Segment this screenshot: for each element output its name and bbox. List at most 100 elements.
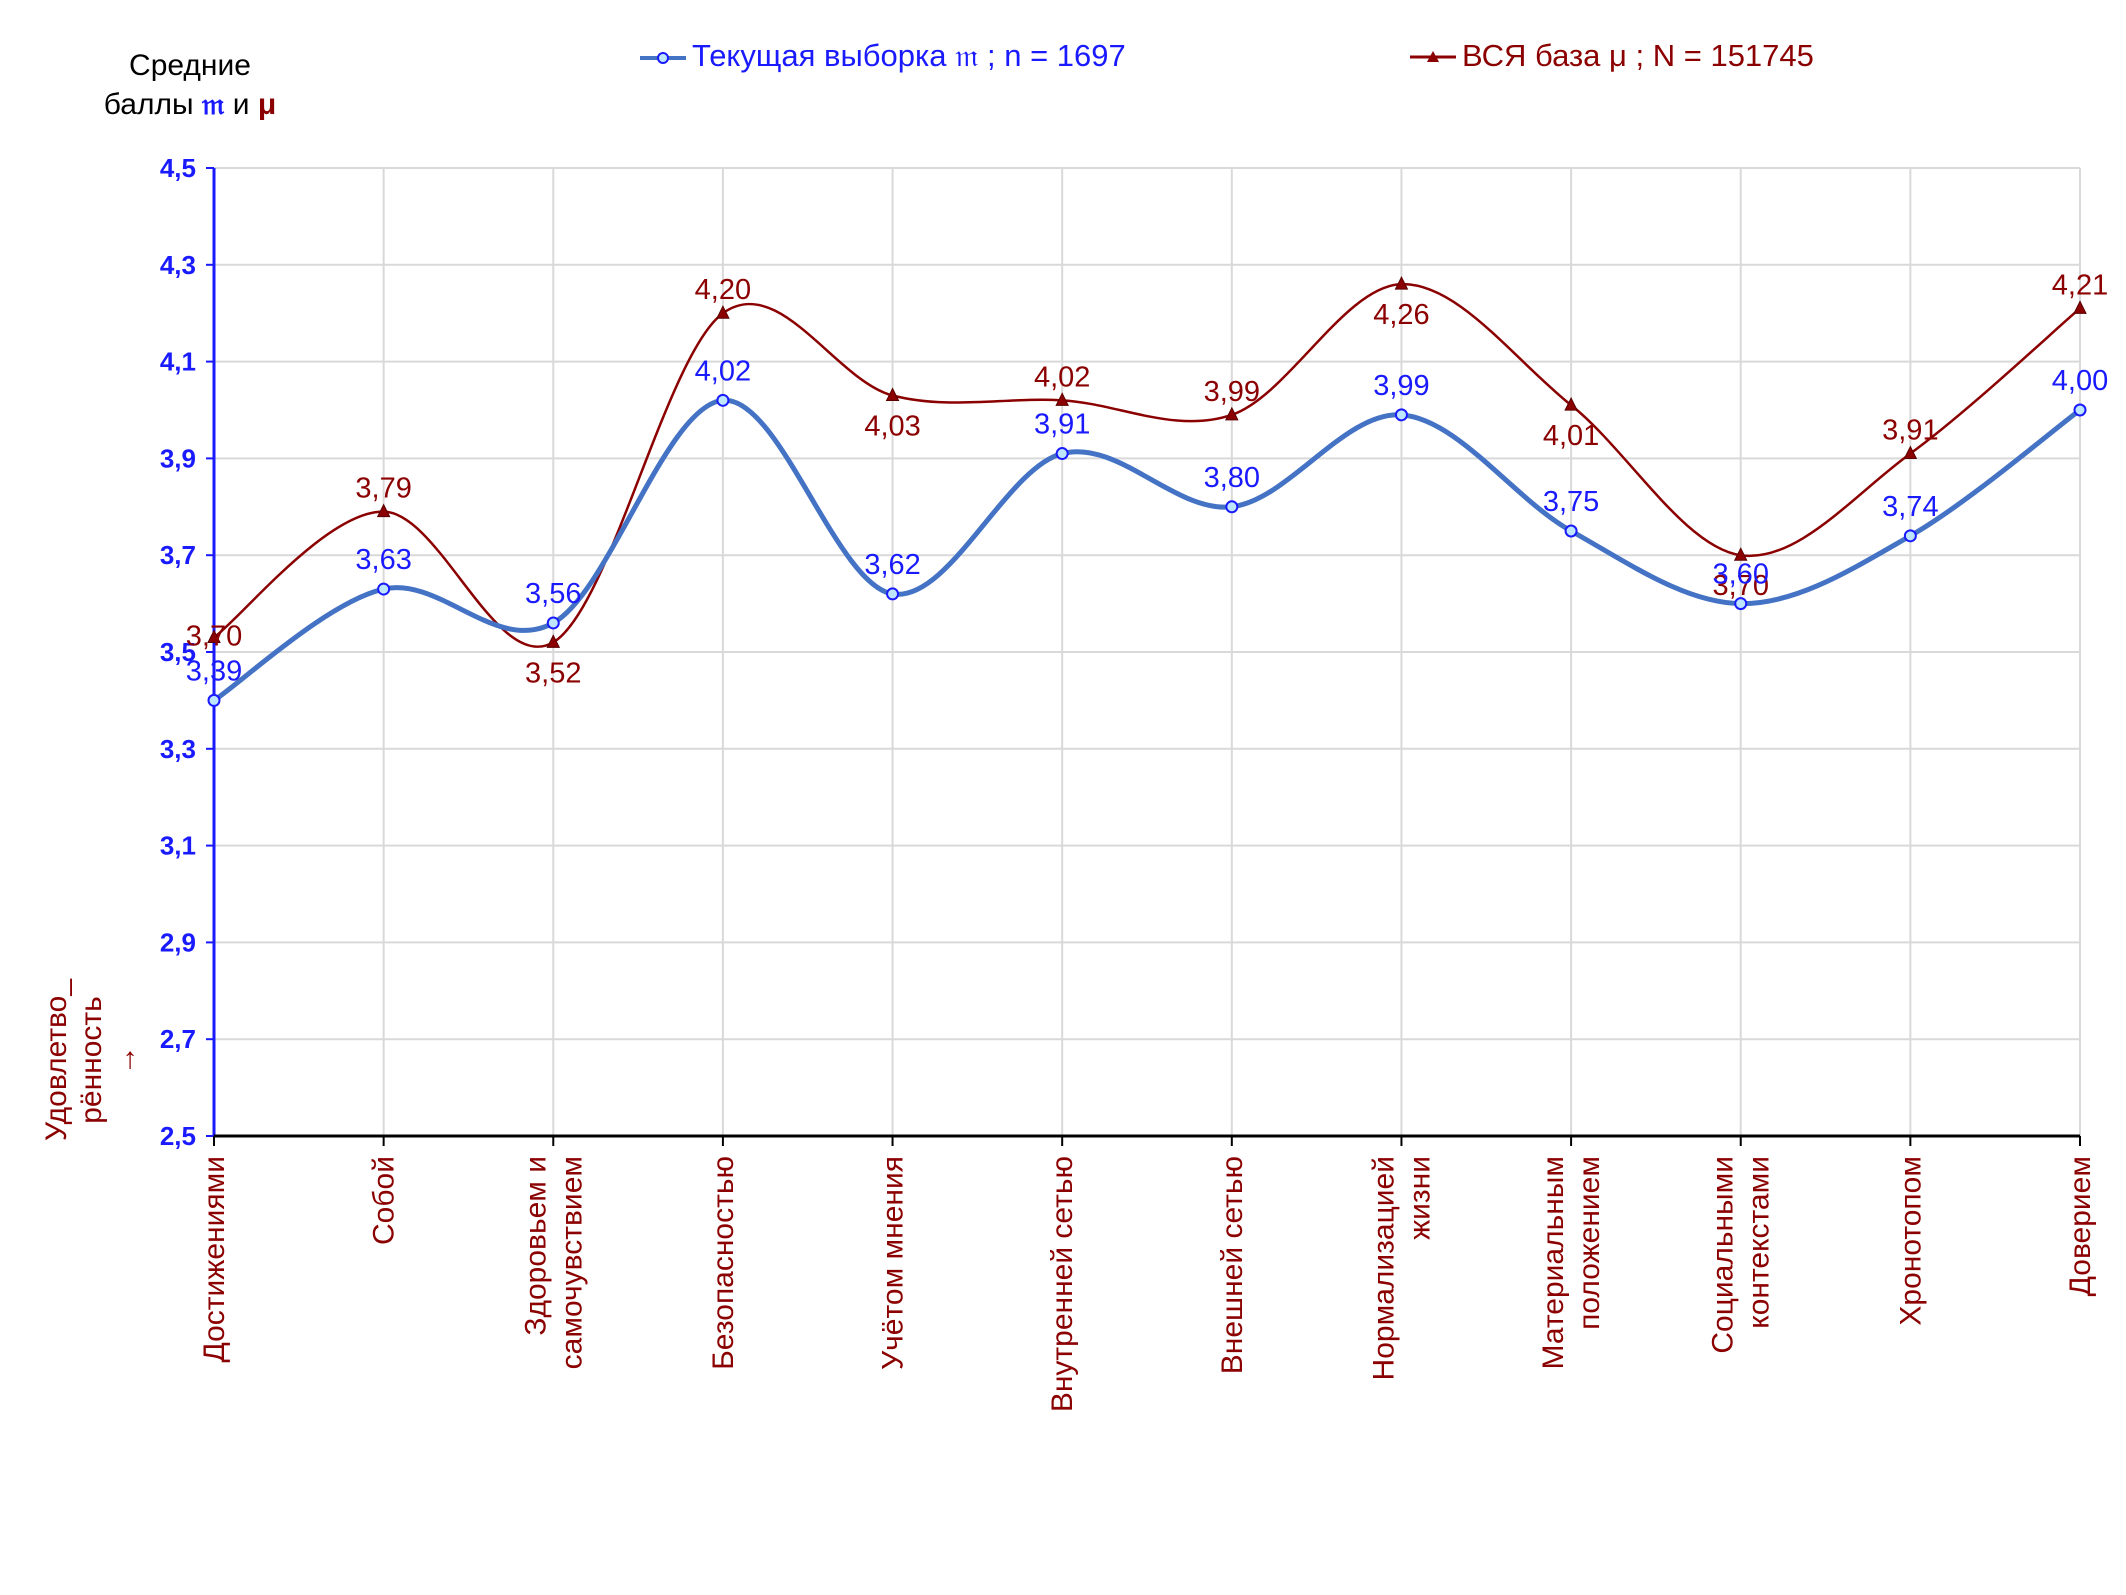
x-tick-label: Внутренней сетью bbox=[1046, 1156, 1079, 1412]
data-label-whole-base: 3,52 bbox=[525, 657, 581, 689]
data-label-current-sample: 3,99 bbox=[1373, 370, 1429, 402]
x-tick-label: Учётом мнения bbox=[877, 1156, 910, 1370]
point-whole-base bbox=[1394, 276, 1409, 290]
y-tick-label: 3,7 bbox=[160, 540, 196, 570]
data-label-current-sample: 3,56 bbox=[525, 578, 581, 610]
data-label-whole-base: 3,99 bbox=[1204, 376, 1260, 408]
x-tick-label-line: Безопасностью bbox=[707, 1156, 740, 1370]
current-sample-symbol: 𝔪 bbox=[201, 88, 225, 121]
legend-marker-triangle bbox=[1410, 51, 1456, 62]
data-label-whole-base: 3,70 bbox=[1713, 570, 1769, 602]
point-whole-base bbox=[1564, 397, 1578, 411]
x-tick-label-line: Хронотопом bbox=[1894, 1156, 1927, 1326]
y-tick-label: 3,9 bbox=[160, 443, 196, 473]
point-whole-base bbox=[1733, 547, 1748, 561]
y-tick-label: 4,1 bbox=[160, 347, 196, 377]
point-whole-base bbox=[376, 503, 391, 518]
y-tick-label: 2,9 bbox=[160, 927, 196, 957]
data-label-current-sample: 3,75 bbox=[1543, 486, 1599, 518]
y-tick-label: 3,3 bbox=[160, 734, 196, 764]
point-current-sample bbox=[207, 693, 221, 707]
y-axis-title-line1: Средние bbox=[129, 49, 251, 82]
data-label-whole-base: 4,02 bbox=[1034, 361, 1090, 393]
data-label-whole-base: 4,01 bbox=[1543, 420, 1599, 452]
point-current-sample bbox=[1734, 597, 1748, 611]
point-whole-base bbox=[2073, 300, 2087, 314]
data-label-whole-base: 4,03 bbox=[864, 410, 920, 442]
data-label-current-sample: 3,63 bbox=[355, 544, 411, 576]
x-tick-label: Внешней сетью bbox=[1216, 1156, 1249, 1374]
series-line-current-sample bbox=[212, 397, 2082, 703]
point-current-sample bbox=[546, 616, 560, 630]
point-whole-base bbox=[207, 629, 221, 643]
x-tick-label: Безопасностью bbox=[707, 1156, 740, 1370]
x-tick-label-line: самочувствием bbox=[555, 1156, 588, 1369]
point-current-sample bbox=[2073, 403, 2087, 417]
point-current-sample bbox=[377, 582, 391, 596]
x-tick-label-line: Внешней сетью bbox=[1216, 1156, 1249, 1374]
data-label-current-sample: 4,00 bbox=[2052, 365, 2108, 397]
data-label-whole-base: 3,70 bbox=[186, 620, 242, 652]
x-tick-label-line: контекстами bbox=[1743, 1156, 1776, 1329]
point-current-sample bbox=[886, 587, 900, 601]
data-label-whole-base: 4,26 bbox=[1373, 299, 1429, 331]
x-tick-label-line: Учётом мнения bbox=[877, 1156, 910, 1370]
x-tick-label-line: Достижениями bbox=[198, 1156, 231, 1363]
x-tick-label-line: Материальным bbox=[1537, 1156, 1570, 1369]
legend-label-whole-base: ВСЯ база μ ; N = 151745 bbox=[1462, 38, 1814, 73]
data-label-current-sample: 3,60 bbox=[1713, 559, 1769, 591]
x-tick-label-line: Здоровьем и bbox=[519, 1156, 552, 1336]
point-whole-base bbox=[1903, 445, 1918, 460]
x-tick-label: Материальным положением bbox=[1537, 1156, 1606, 1369]
y-axis-title-line2: баллы 𝔪 и μ bbox=[103, 88, 277, 121]
x-tick-label-line: Доверием bbox=[2064, 1156, 2097, 1296]
point-current-sample bbox=[1225, 500, 1239, 514]
point-current-sample bbox=[1903, 529, 1917, 543]
data-label-current-sample: 3,74 bbox=[1882, 491, 1938, 523]
x-tick-label-line: Внутренней сетью bbox=[1046, 1156, 1079, 1412]
x-tick-label: Здоровьем и самочувствием bbox=[519, 1156, 588, 1369]
data-label-current-sample: 3,62 bbox=[864, 549, 920, 581]
legend-marker-circle bbox=[640, 51, 686, 64]
point-whole-base bbox=[1225, 406, 1239, 421]
point-current-sample bbox=[1564, 524, 1578, 538]
data-label-whole-base: 4,20 bbox=[695, 274, 751, 306]
data-label-current-sample: 3,91 bbox=[1034, 409, 1090, 441]
x-tick-label: Достижениями bbox=[198, 1156, 231, 1363]
point-current-sample bbox=[1055, 447, 1069, 461]
point-whole-base bbox=[716, 305, 730, 319]
y-axis-title: Средние баллы 𝔪 и μ bbox=[90, 46, 290, 124]
x-tick-label-line: Социальными bbox=[1707, 1156, 1740, 1354]
y-tick-label: 3,5 bbox=[160, 637, 196, 667]
y-tick-label: 2,5 bbox=[160, 1121, 196, 1151]
data-label-whole-base: 3,91 bbox=[1882, 415, 1938, 447]
y-tick-label: 4,5 bbox=[160, 153, 196, 183]
legend-item-whole-base: ВСЯ база μ ; N = 151745 bbox=[1410, 38, 1814, 74]
point-current-sample bbox=[716, 393, 730, 407]
point-whole-base bbox=[1055, 392, 1069, 406]
data-label-current-sample: 3,39 bbox=[186, 655, 242, 687]
data-label-current-sample: 3,80 bbox=[1204, 462, 1260, 494]
data-label-whole-base: 3,79 bbox=[355, 473, 411, 505]
whole-base-symbol: μ bbox=[257, 88, 277, 121]
data-label-whole-base: 4,21 bbox=[2052, 269, 2108, 301]
legend-item-current-sample: Текущая выборка 𝔪 ; n = 1697 bbox=[640, 38, 1126, 75]
point-whole-base bbox=[885, 387, 900, 401]
x-tick-label-line: жизни bbox=[1403, 1156, 1436, 1240]
x-tick-label-line: положением bbox=[1573, 1156, 1606, 1330]
x-tick-label: Нормализацией жизни bbox=[1367, 1156, 1436, 1380]
x-tick-label: Доверием bbox=[2064, 1156, 2097, 1296]
point-current-sample bbox=[1394, 408, 1408, 422]
x-tick-label: Социальными контекстами bbox=[1707, 1156, 1776, 1354]
x-tick-label-line: Нормализацией bbox=[1367, 1156, 1400, 1380]
x-tick-label: Хронотопом bbox=[1894, 1156, 1927, 1326]
y-tick-label: 2,7 bbox=[160, 1024, 196, 1054]
data-label-current-sample: 4,02 bbox=[695, 355, 751, 387]
y-tick-label: 3,1 bbox=[160, 831, 196, 861]
point-whole-base bbox=[546, 634, 561, 648]
x-tick-label: Собой bbox=[368, 1156, 401, 1245]
legend-label-current-sample: Текущая выборка 𝔪 ; n = 1697 bbox=[692, 38, 1126, 73]
y-tick-label: 4,3 bbox=[160, 250, 196, 280]
x-tick-label-line: Собой bbox=[368, 1156, 401, 1245]
